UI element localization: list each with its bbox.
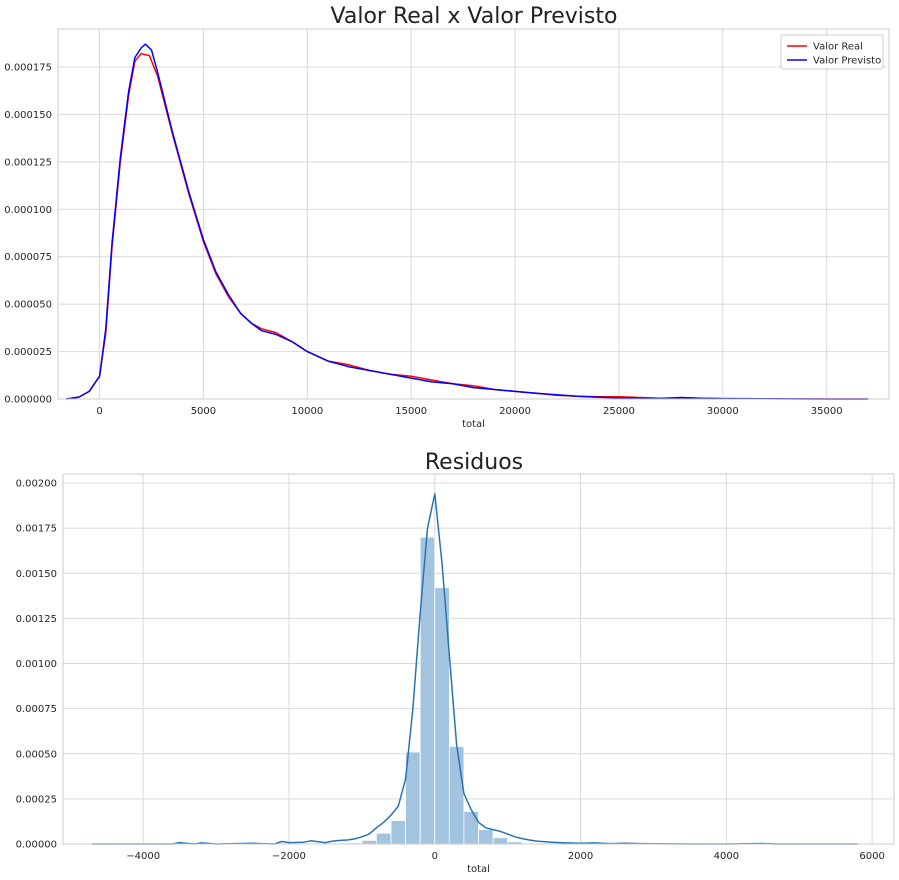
y-tick-label: 0.00150 — [16, 569, 57, 580]
top-chart-title: Valor Real x Valor Previsto — [331, 4, 618, 29]
x-tick-label: 30000 — [707, 406, 739, 417]
top-x-tick-labels: 0 5000 10000 15000 20000 25000 30000 35000 — [96, 406, 842, 417]
residuals-histogram-chart: Residuos 0.000000.000250.000500.000750.0… — [16, 450, 895, 875]
y-tick-label: 0.000125 — [4, 157, 52, 168]
y-tick-label: 0.00175 — [16, 524, 57, 535]
y-tick-label: 0.000000 — [4, 395, 52, 406]
bottom-x-tick-labels: −4000 −2000 0 2000 4000 6000 — [126, 851, 885, 862]
y-tick-label: 0.00025 — [16, 794, 57, 805]
top-plot-frame — [57, 28, 890, 400]
bottom-grid — [63, 474, 894, 845]
y-tick-label: 0.000050 — [4, 300, 52, 311]
bottom-x-axis-label: total — [467, 864, 490, 875]
y-tick-label: 0.000175 — [4, 62, 52, 73]
y-tick-label: 0.000150 — [4, 110, 52, 121]
x-tick-label: 5000 — [191, 406, 216, 417]
histogram-bar — [375, 832, 392, 845]
x-tick-label: 35000 — [811, 406, 843, 417]
x-tick-label: 25000 — [603, 406, 635, 417]
y-tick-label: 0.00075 — [16, 704, 57, 715]
histogram-bar — [478, 829, 494, 845]
histogram-bar — [361, 840, 377, 845]
legend-label-valor-real: Valor Real — [813, 42, 863, 53]
x-tick-label: 20000 — [499, 406, 531, 417]
series-line-valor-previsto — [66, 43, 869, 400]
x-tick-label: 15000 — [395, 406, 427, 417]
legend: Valor Real Valor Previsto — [780, 34, 884, 70]
x-tick-label: 2000 — [568, 851, 593, 862]
y-tick-label: 0.000075 — [4, 252, 52, 263]
kde-comparison-chart: Valor Real x Valor Previsto 0.0000000.00… — [4, 4, 890, 430]
legend-label-valor-previsto: Valor Previsto — [813, 56, 881, 67]
histogram-bars — [346, 536, 538, 845]
y-tick-label: 0.00100 — [16, 659, 57, 670]
x-tick-label: 6000 — [859, 851, 884, 862]
bottom-plot-frame — [62, 473, 895, 845]
x-tick-label: −4000 — [126, 851, 160, 862]
y-tick-label: 0.00050 — [16, 749, 57, 760]
histogram-bar — [463, 811, 479, 845]
y-tick-label: 0.000100 — [4, 205, 52, 216]
y-tick-label: 0.000025 — [4, 347, 52, 358]
y-tick-label: 0.00000 — [16, 840, 57, 851]
x-tick-label: 0 — [96, 406, 102, 417]
x-tick-label: −2000 — [272, 851, 306, 862]
histogram-bar — [405, 751, 421, 845]
y-tick-label: 0.00125 — [16, 614, 57, 625]
bottom-chart-title: Residuos — [425, 450, 523, 475]
histogram-bar — [390, 820, 407, 845]
y-tick-label: 0.00200 — [16, 479, 57, 490]
series-line-valor-real — [66, 52, 869, 400]
top-grid — [58, 29, 889, 400]
x-tick-label: 10000 — [291, 406, 323, 417]
kde-line — [92, 493, 858, 845]
histogram-bar — [448, 746, 465, 845]
top-y-tick-labels: 0.000000 0.000025 0.000050 0.000075 0.000100… — [4, 62, 52, 405]
histogram-bar — [492, 837, 509, 845]
x-tick-label: 0 — [432, 851, 438, 862]
top-series-lines — [66, 43, 869, 400]
x-tick-label: 4000 — [714, 851, 739, 862]
bottom-y-tick-labels: 0.00000 0.00025 0.00050 0.00075 0.00100 0.001… — [16, 479, 57, 851]
residuals-kde-line — [92, 493, 858, 845]
top-x-axis-label: total — [462, 419, 485, 430]
